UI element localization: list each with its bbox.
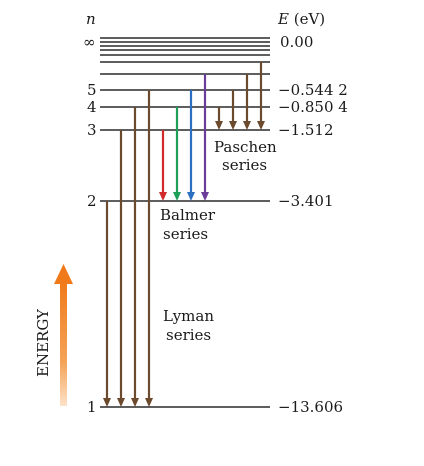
level-label-3: 3 (87, 121, 97, 139)
level-label-2: 2 (87, 192, 97, 210)
balmer-arrow-3-2 (159, 130, 167, 201)
n-column-header: n (86, 10, 96, 28)
balmer-arrow-5-2 (187, 90, 195, 201)
paschen-arrow-7-3 (257, 62, 265, 130)
energy-value-infinity: 0.00 (280, 33, 313, 51)
energy-up-arrow-icon (54, 264, 73, 406)
energy-column-header: E (eV) (277, 10, 325, 28)
paschen-arrow-5-3 (229, 90, 237, 130)
level-label-5: 5 (87, 81, 97, 99)
balmer-arrow-4-2 (173, 107, 181, 201)
level-label-infinity: ∞ (83, 33, 96, 51)
paschen-label-line2: series (222, 156, 267, 174)
lyman-label-line1: Lyman (163, 307, 214, 325)
lyman-label-line2: series (166, 326, 211, 344)
continuum-levels (100, 37, 270, 75)
level-label-4: 4 (87, 98, 97, 116)
paschen-label-line1: Paschen (214, 138, 277, 156)
lyman-arrow-4-1 (131, 107, 139, 407)
energy-value-5: −0.544 2 (278, 81, 348, 99)
paschen-arrow-4-3 (215, 107, 223, 130)
balmer-arrow-6-2 (201, 74, 209, 201)
level-label-1: 1 (87, 398, 97, 416)
energy-axis-label: ENERGY (34, 308, 52, 377)
energy-value-4: −0.850 4 (278, 98, 348, 116)
paschen-arrow-6-3 (243, 74, 251, 130)
energy-value-2: −3.401 (278, 192, 334, 210)
balmer-label-line2: series (163, 225, 208, 243)
energy-value-1: −13.606 (278, 398, 343, 416)
balmer-label-line1: Balmer (160, 206, 216, 224)
transition-arrows (103, 62, 265, 407)
lyman-arrow-5-1 (145, 90, 153, 407)
energy-value-3: −1.512 (278, 121, 334, 139)
lyman-arrow-2-1 (103, 201, 111, 407)
lyman-arrow-3-1 (117, 130, 125, 407)
